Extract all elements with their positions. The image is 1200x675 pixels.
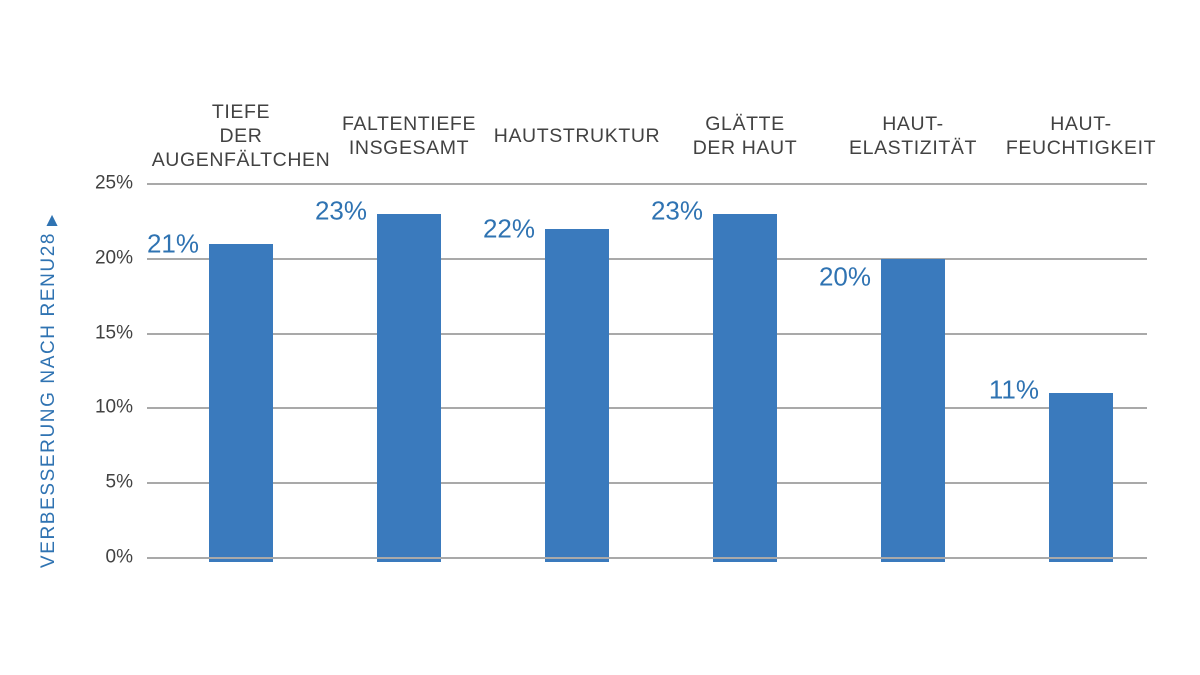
- gridline: [147, 482, 1147, 485]
- up-arrow-icon: ▲: [42, 210, 62, 231]
- bar: [377, 213, 441, 562]
- value-label: 22%: [482, 213, 535, 244]
- value-label: 21%: [146, 228, 199, 259]
- bar: [209, 243, 273, 562]
- category-label: HAUT- FEUCHTIGKEIT: [1005, 113, 1157, 159]
- gridline: [147, 332, 1147, 335]
- value-label: 23%: [650, 195, 703, 226]
- bar: [1049, 393, 1113, 562]
- bar: [881, 258, 945, 562]
- category-label: GLÄTTE DER HAUT: [692, 113, 798, 159]
- bar: [713, 213, 777, 562]
- gridline: [147, 557, 1147, 559]
- y-axis-title-text: VERBESSERUNG NACH RENU28: [38, 231, 59, 569]
- y-tick-label: 5%: [105, 471, 133, 493]
- gridline: [147, 407, 1147, 410]
- category-label: HAUTSTRUKTUR: [493, 125, 661, 147]
- y-tick-label: 20%: [94, 247, 133, 269]
- y-tick-label: 15%: [94, 322, 133, 344]
- y-tick-label: 10%: [94, 396, 133, 418]
- gridline: [147, 183, 1147, 185]
- value-label: 23%: [314, 195, 367, 226]
- category-label: TIEFE DER AUGENFÄLTCHEN: [151, 101, 331, 171]
- value-label: 11%: [988, 374, 1039, 405]
- y-tick-label: 25%: [94, 172, 133, 194]
- y-axis-title: VERBESSERUNG NACH RENU28: [38, 232, 60, 568]
- category-label: HAUT- ELASTIZITÄT: [849, 113, 977, 159]
- category-label: FALTENTIEFE INSGESAMT: [341, 113, 477, 159]
- bar: [545, 228, 609, 562]
- value-label: 20%: [818, 261, 871, 292]
- y-tick-label: 0%: [105, 546, 133, 568]
- gridline: [147, 257, 1147, 260]
